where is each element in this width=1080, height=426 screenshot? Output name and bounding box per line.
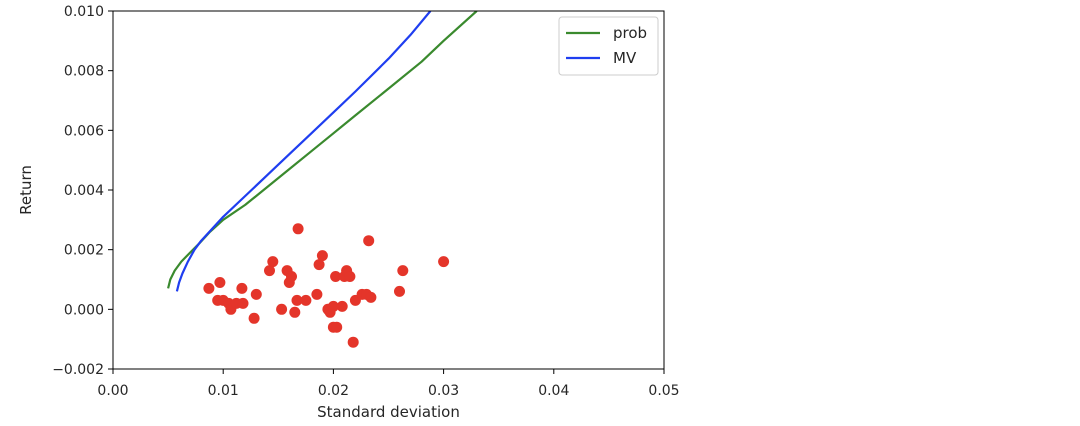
scatter-point [316, 250, 328, 262]
x-axis-label: Standard deviation [317, 403, 460, 421]
y-tick-label: 0.002 [64, 243, 104, 259]
legend-label-prob: prob [613, 24, 647, 42]
x-tick-label: 0.05 [648, 383, 679, 399]
legend: prob MV [558, 16, 659, 76]
y-tick-label: 0.004 [64, 183, 104, 199]
scatter-point [347, 336, 359, 348]
scatter-point [289, 306, 301, 318]
scatter-point [330, 271, 342, 282]
scatter-point [344, 271, 356, 282]
scatter-point [327, 300, 339, 312]
scatter-point [237, 297, 249, 309]
scatter-point [214, 277, 226, 288]
y-tick-label: −0.002 [52, 362, 104, 378]
series-line-mv [175, 11, 432, 292]
scatter-point [236, 282, 248, 294]
scatter-point [264, 265, 275, 277]
scatter-point [276, 303, 288, 315]
legend-box [558, 16, 659, 76]
scatter-point [397, 265, 409, 277]
y-tick-label: 0.008 [64, 64, 104, 80]
scatter-point [331, 321, 343, 333]
scatter-point [267, 256, 279, 268]
scatter-point [292, 223, 304, 235]
x-tick-label: 0.00 [97, 383, 128, 399]
y-tick-label: 0.006 [64, 123, 104, 139]
series-line-prob [167, 11, 478, 289]
x-axis: 0.00 0.01 0.02 0.03 0.04 0.05 [97, 369, 680, 399]
scatter-point [286, 271, 297, 282]
scatter-point [300, 294, 312, 306]
lines-layer [167, 11, 478, 292]
scatter-point [313, 259, 325, 271]
points-layer [203, 223, 450, 348]
x-tick-label: 0.04 [538, 383, 569, 399]
x-tick-label: 0.02 [318, 383, 349, 399]
scatter-point [311, 288, 323, 300]
scatter-point [291, 294, 303, 306]
legend-label-mv: MV [613, 49, 637, 67]
scatter-point [363, 235, 375, 247]
y-axis-label: Return [17, 165, 35, 215]
scatter-point [250, 288, 262, 300]
y-axis: −0.002 0.000 0.002 0.004 0.006 0.008 0.010 [52, 4, 113, 378]
scatter-point [438, 256, 450, 268]
scatter-point [203, 282, 215, 294]
scatter-point [336, 300, 348, 312]
scatter-point [365, 291, 377, 303]
scatter-point [394, 285, 405, 297]
x-tick-label: 0.01 [208, 383, 239, 399]
y-tick-label: 0.010 [64, 4, 104, 20]
x-tick-label: 0.03 [428, 383, 459, 399]
y-tick-label: 0.000 [64, 302, 104, 318]
scatter-point [248, 312, 260, 324]
